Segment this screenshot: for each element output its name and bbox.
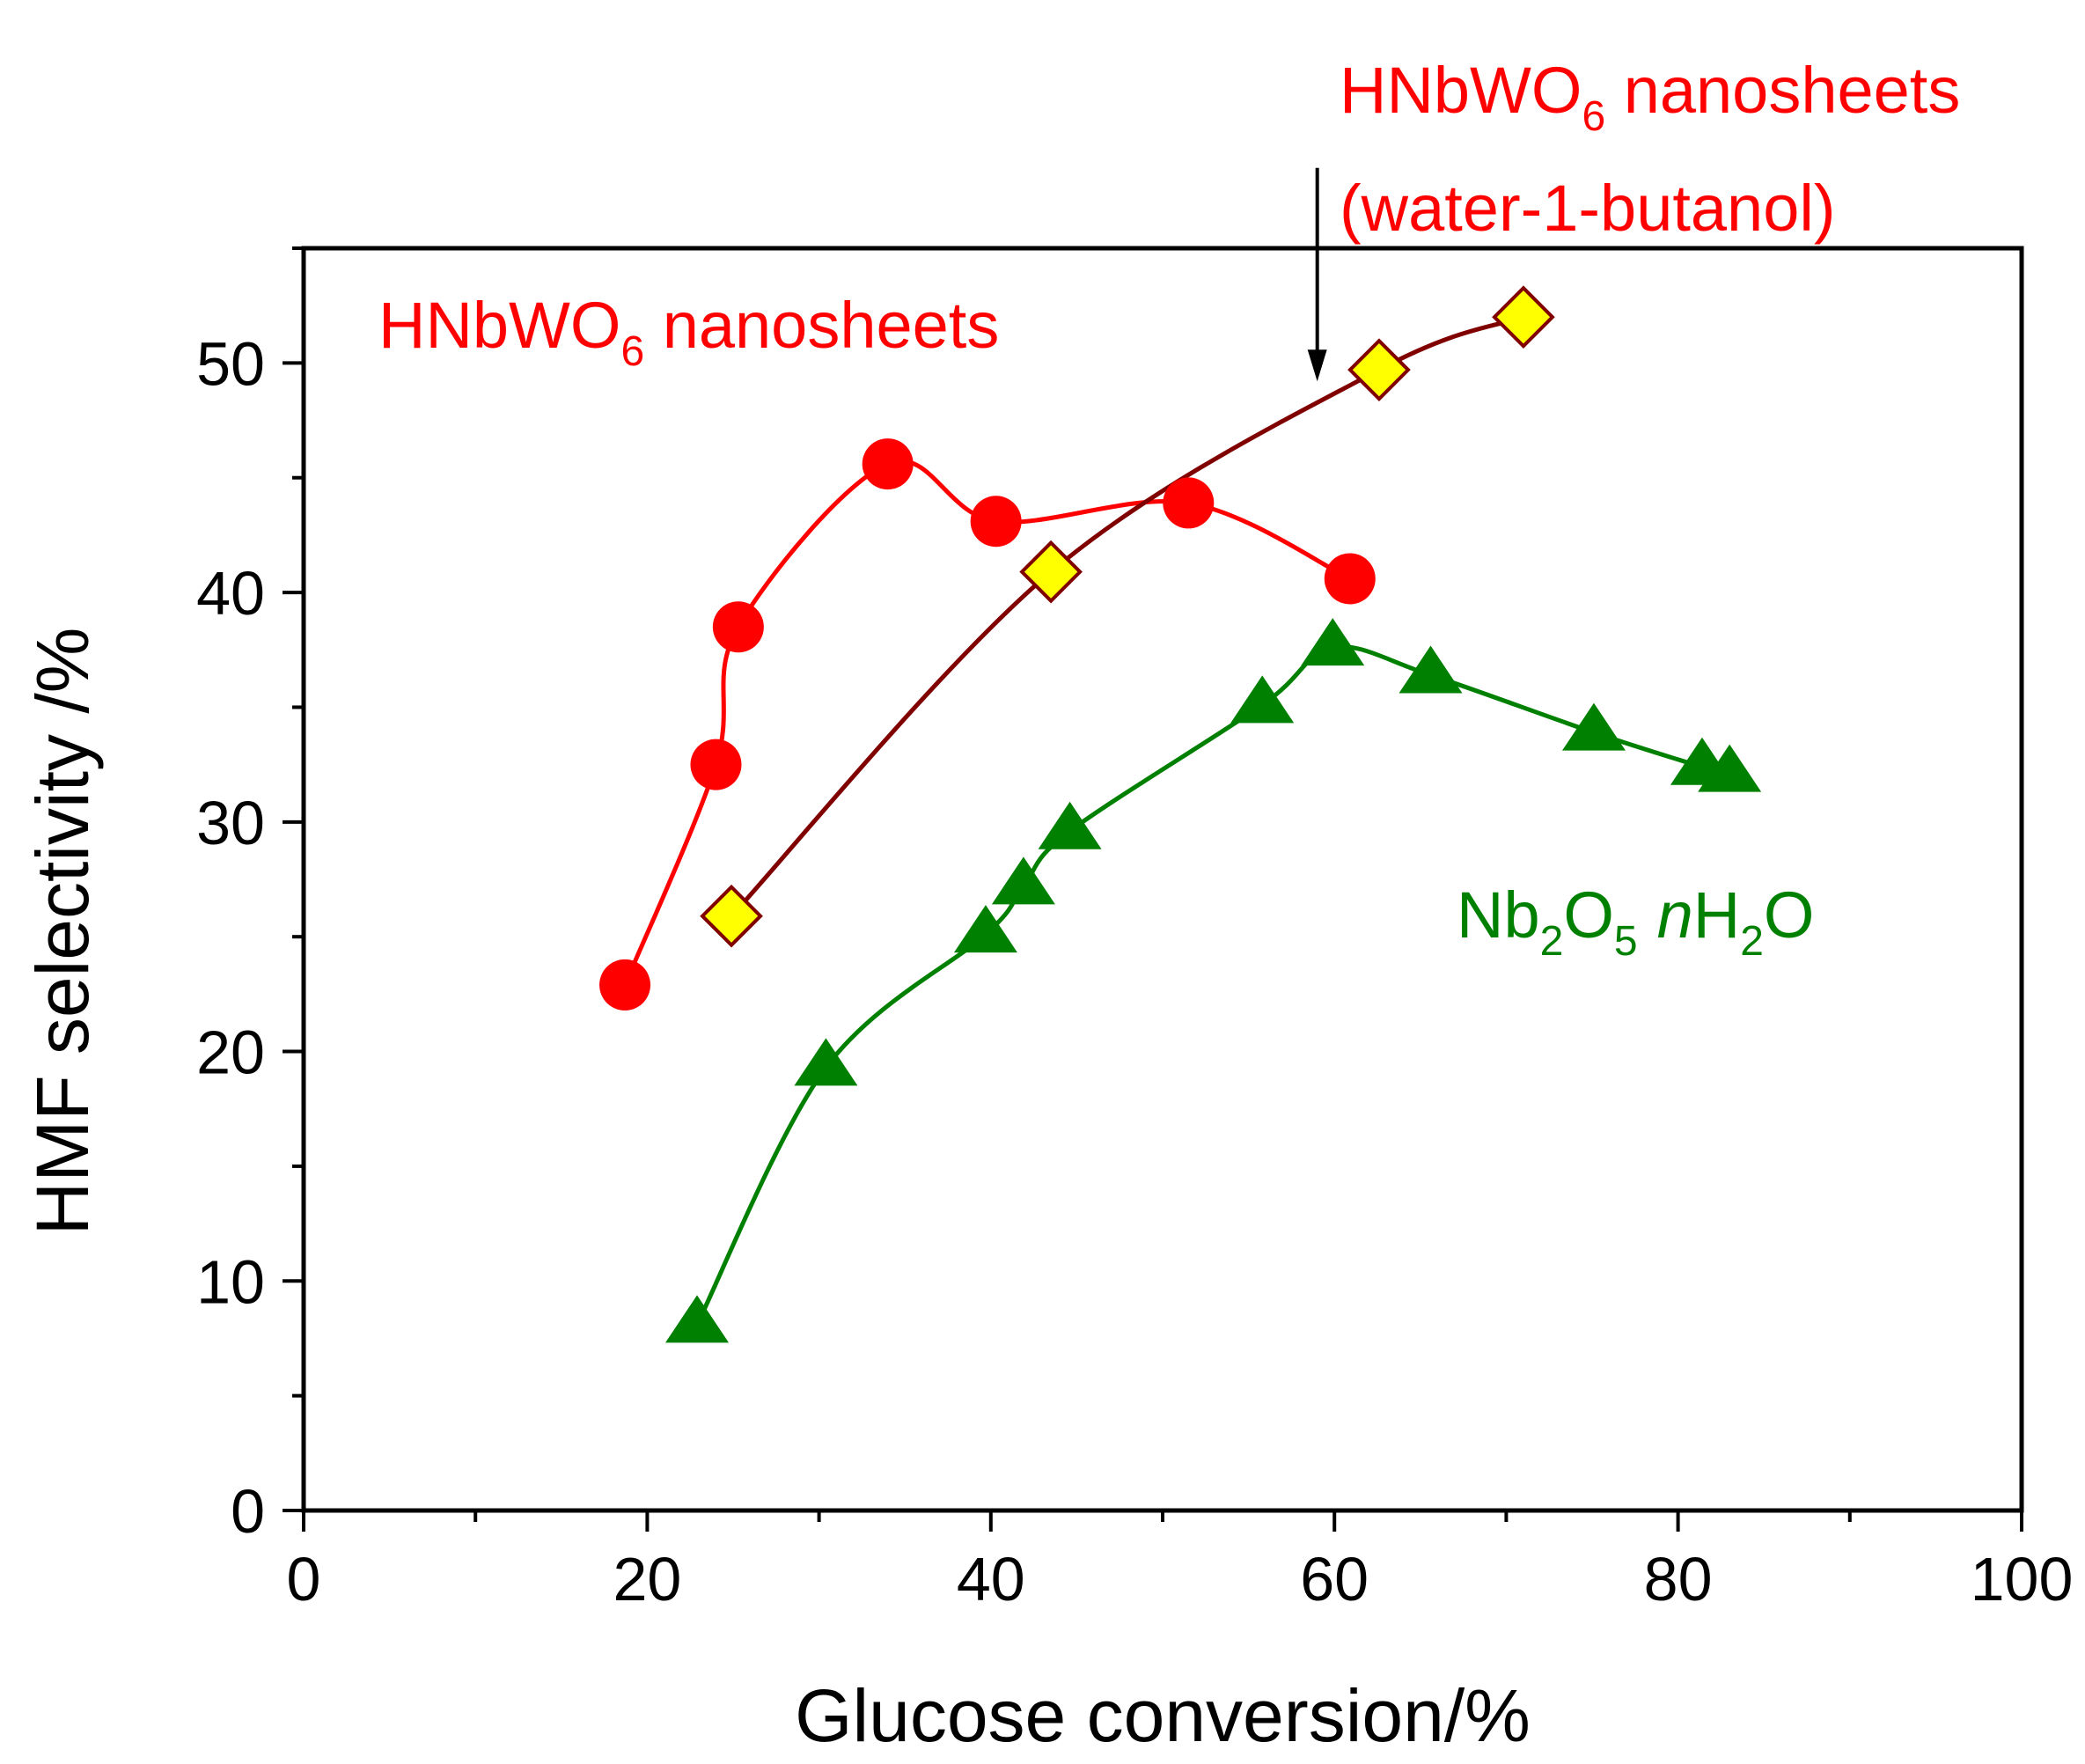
- nb-text: Nb: [1457, 878, 1540, 952]
- label-hnbwo6-nanosheets: HNbWO6 nanosheets: [378, 289, 999, 375]
- label-hnbwo6-subscript: 6: [620, 328, 644, 375]
- label-hnbwo6-butanol-tail: nanosheets: [1605, 54, 1960, 127]
- x-tick-label-0: 0: [287, 1545, 321, 1613]
- x-axis-label: Glucose conversion/%: [795, 1674, 1531, 1757]
- label-hnbwo6-butanol-subscript: 6: [1582, 93, 1605, 140]
- data-point-s2-4: [1038, 801, 1102, 849]
- data-point-s1-3: [1492, 285, 1555, 349]
- data-point-s0-4: [970, 496, 1022, 548]
- h-text: H: [1693, 878, 1740, 952]
- data-point-s0-6: [1324, 553, 1376, 605]
- x-tick-label-60: 60: [1300, 1545, 1369, 1613]
- series-line-1: [730, 314, 1524, 918]
- n-italic: n: [1657, 878, 1693, 952]
- label-nb2o5-nh2o: Nb2O5 nH2O: [1457, 878, 1814, 965]
- data-point-s2-7: [1399, 645, 1463, 694]
- label-hnbwo6-main: HNbWO: [378, 289, 620, 362]
- label-water-1-butanol: (water-1-butanol): [1340, 172, 1835, 245]
- label-hnbwo6-butanol: HNbWO6 nanosheets: [1340, 54, 1960, 140]
- data-point-s0-1: [690, 739, 742, 790]
- x-tick-label-20: 20: [613, 1545, 681, 1613]
- o-subscript: 5: [1614, 918, 1638, 965]
- x-tick-label-100: 100: [1971, 1545, 2074, 1613]
- data-point-s2-6: [1301, 618, 1365, 666]
- data-point-s2-2: [953, 905, 1017, 953]
- o2-text: O: [1764, 878, 1815, 952]
- series-curves: [622, 314, 1730, 1326]
- data-point-s0-0: [599, 959, 651, 1011]
- y-tick-label-40: 40: [196, 559, 265, 628]
- y-tick-label-20: 20: [196, 1018, 265, 1087]
- nb-subscript: 2: [1540, 918, 1564, 965]
- annotation-arrow-head: [1307, 349, 1327, 382]
- o-text: O: [1563, 878, 1614, 952]
- series-markers: [599, 285, 1762, 1343]
- data-point-s0-5: [1163, 477, 1215, 529]
- label-hnbwo6-tail: nanosheets: [644, 289, 999, 362]
- y-tick-label-10: 10: [196, 1247, 265, 1316]
- data-point-s2-1: [794, 1038, 858, 1086]
- tick-labels: 0 20 40 60 80 100 0 10 20 30 40 50: [196, 329, 2073, 1613]
- data-point-s2-3: [991, 856, 1055, 905]
- tick-marks: [283, 246, 2023, 1532]
- y-tick-label-0: 0: [231, 1477, 265, 1546]
- label-hnbwo6-butanol-main: HNbWO: [1340, 54, 1582, 127]
- h-subscript: 2: [1740, 918, 1764, 965]
- data-point-s2-10: [1698, 744, 1762, 792]
- data-point-s1-1: [1019, 540, 1083, 604]
- data-point-s1-2: [1347, 338, 1411, 402]
- y-tick-label-30: 30: [196, 789, 265, 857]
- y-tick-label-50: 50: [196, 329, 265, 398]
- x-tick-label-40: 40: [957, 1545, 1025, 1613]
- data-point-s1-0: [700, 884, 763, 948]
- data-point-s2-0: [665, 1295, 730, 1343]
- data-point-s2-8: [1561, 702, 1626, 751]
- data-point-s0-3: [862, 438, 914, 490]
- x-tick-label-80: 80: [1644, 1545, 1713, 1613]
- data-point-s2-5: [1230, 675, 1295, 724]
- y-axis-label: HMF selectivity /%: [21, 628, 104, 1236]
- data-point-s0-2: [712, 601, 764, 653]
